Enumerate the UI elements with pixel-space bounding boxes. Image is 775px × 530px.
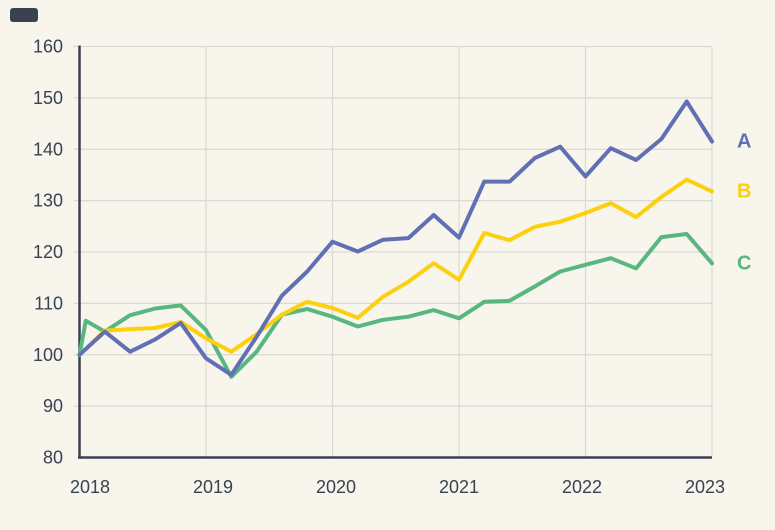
x-tick-label: 2022 — [562, 477, 602, 497]
legend-label-a: A — [737, 131, 751, 153]
corner-dark-bar — [10, 8, 38, 22]
x-tick-label: 2019 — [193, 477, 233, 497]
x-tick-label: 2021 — [439, 477, 479, 497]
x-tick-label: 2020 — [316, 477, 356, 497]
series-line-c — [77, 232, 714, 379]
y-tick-label: 100 — [33, 345, 63, 365]
y-tick-label: 120 — [33, 242, 63, 262]
y-tick-label: 150 — [33, 88, 63, 108]
legend-label-b: B — [737, 180, 751, 202]
legend-label-c: C — [737, 252, 751, 274]
x-tick-label: 2023 — [685, 477, 725, 497]
y-tick-label: 160 — [33, 37, 63, 57]
series-line-b — [77, 177, 714, 357]
x-tick-label: 2018 — [70, 477, 110, 497]
y-tick-label: 110 — [34, 293, 63, 313]
y-tick-label: 130 — [33, 191, 63, 211]
series-line-a — [77, 99, 714, 377]
y-tick-label: 140 — [33, 139, 63, 159]
y-tick-label: 90 — [43, 396, 63, 416]
y-tick-label: 80 — [43, 448, 63, 468]
